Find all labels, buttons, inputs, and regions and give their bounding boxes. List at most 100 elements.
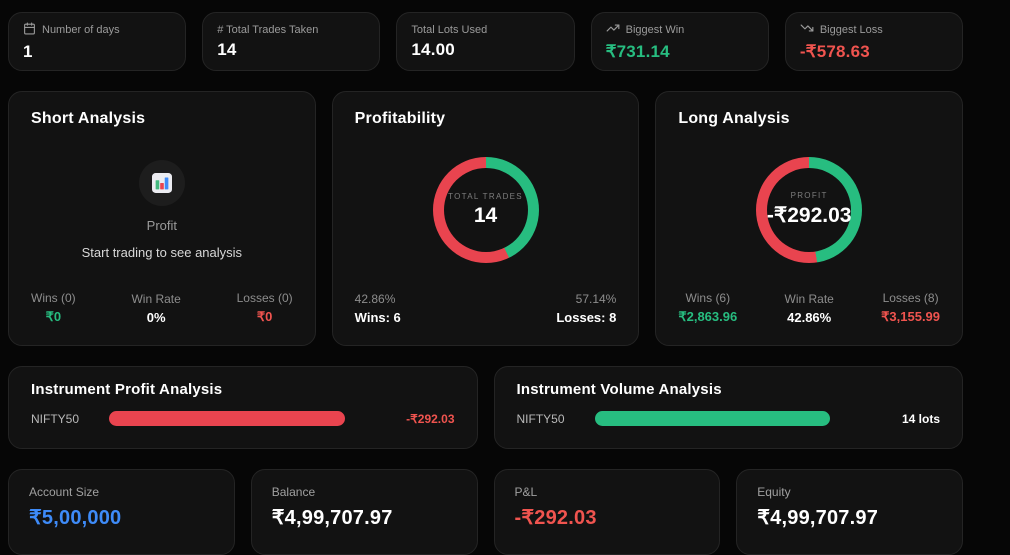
instrument-name: NIFTY50 bbox=[31, 411, 80, 426]
empty-state: Profit Start trading to see analysis bbox=[81, 159, 243, 260]
bar-chart-icon bbox=[138, 159, 185, 206]
donut-center: PROFIT -₹292.03 bbox=[766, 167, 852, 252]
instrument-name: NIFTY50 bbox=[516, 411, 565, 426]
footer-label: Losses (0) bbox=[236, 291, 293, 305]
profit-bar bbox=[109, 411, 345, 426]
instrument-value: 14 lots bbox=[901, 411, 940, 426]
footer-value: ₹0 bbox=[256, 309, 273, 324]
stat-label-row: # Total Trades Taken bbox=[217, 24, 365, 36]
account-row: Account Size ₹5,00,000 Balance ₹4,99,707… bbox=[8, 469, 963, 555]
donut-center-value: -₹292.03 bbox=[766, 204, 852, 227]
footer-col-losses: Losses (0) ₹0 bbox=[237, 291, 293, 325]
account-label: Account Size bbox=[29, 485, 100, 499]
short-analysis-card: Short Analysis Profit Start trading to s… bbox=[8, 91, 316, 346]
long-analysis-footer: Wins (6) ₹2,863.96 Win Rate 42.86% Losse… bbox=[678, 291, 940, 325]
pnl-card: P&L -₹292.03 bbox=[493, 469, 721, 555]
short-analysis-body: Profit Start trading to see analysis bbox=[31, 128, 293, 291]
account-value: ₹5,00,000 bbox=[29, 507, 122, 529]
stat-label: Number of days bbox=[42, 23, 120, 36]
trending-up-icon bbox=[606, 21, 620, 38]
account-label: Equity bbox=[757, 485, 791, 499]
stat-value: -₹578.63 bbox=[799, 42, 870, 61]
footer-col-win-rate: Win Rate 0% bbox=[131, 292, 180, 325]
instrument-profit-card: Instrument Profit Analysis NIFTY50 -₹292… bbox=[8, 366, 478, 449]
donut-center-value: 14 bbox=[473, 204, 498, 227]
losses-count: Losses: 8 bbox=[556, 310, 617, 325]
account-size-card: Account Size ₹5,00,000 bbox=[8, 469, 235, 555]
footer-value: ₹0 bbox=[45, 309, 62, 324]
footer-label: Wins (6) bbox=[685, 291, 731, 305]
balance-card: Balance ₹4,99,707.97 bbox=[250, 469, 478, 555]
footer-label: Win Rate bbox=[131, 292, 181, 306]
account-label: Balance bbox=[271, 485, 316, 499]
account-value: ₹4,99,707.97 bbox=[757, 507, 879, 529]
stat-label: Total Lots Used bbox=[411, 23, 488, 36]
stat-label: # Total Trades Taken bbox=[217, 23, 319, 36]
stats-row: Number of days 1 # Total Trades Taken 14… bbox=[8, 12, 964, 71]
instrument-bar-row: NIFTY50 14 lots bbox=[516, 411, 940, 426]
card-title: Instrument Volume Analysis bbox=[516, 381, 722, 398]
stat-label-row: Biggest Loss bbox=[800, 21, 948, 38]
card-title: Long Analysis bbox=[678, 110, 790, 127]
card-title: Instrument Profit Analysis bbox=[31, 381, 223, 398]
wins-count: Wins: 6 bbox=[354, 310, 401, 325]
profitability-footer: 42.86% Wins: 6 57.14% Losses: 8 bbox=[355, 292, 617, 325]
instrument-volume-card: Instrument Volume Analysis NIFTY50 14 lo… bbox=[493, 366, 963, 449]
stat-label: Biggest Loss bbox=[819, 23, 883, 36]
stat-value: 14.00 bbox=[411, 39, 455, 59]
donut-center-label: PROFIT bbox=[790, 191, 828, 200]
profitability-donut-chart: TOTAL TRADES 14 bbox=[432, 157, 539, 263]
empty-message: Start trading to see analysis bbox=[81, 244, 243, 260]
footer-value: ₹3,155.99 bbox=[881, 309, 941, 324]
footer-col-wins: Wins (0) ₹0 bbox=[31, 291, 76, 325]
donut-center-label: TOTAL TRADES bbox=[448, 192, 523, 201]
dashboard: Number of days 1 # Total Trades Taken 14… bbox=[8, 12, 964, 555]
footer-col-win-rate: Win Rate 42.86% bbox=[785, 292, 834, 325]
footer-value: ₹2,863.96 bbox=[678, 309, 738, 324]
stat-label: Biggest Win bbox=[625, 23, 685, 36]
stat-label-row: Total Lots Used bbox=[411, 24, 559, 36]
footer-value: 0% bbox=[146, 310, 166, 325]
long-analysis-donut-chart: PROFIT -₹292.03 bbox=[756, 156, 863, 263]
stat-label-row: Number of days bbox=[23, 22, 171, 38]
stat-card-number-of-days: Number of days 1 bbox=[8, 12, 187, 71]
card-title: Short Analysis bbox=[31, 110, 146, 127]
short-analysis-footer: Wins (0) ₹0 Win Rate 0% Losses (0) ₹0 bbox=[31, 291, 293, 325]
bar-track bbox=[594, 411, 830, 426]
account-value: -₹292.03 bbox=[514, 507, 597, 529]
profitability-body: TOTAL TRADES 14 bbox=[355, 128, 617, 292]
calendar-icon bbox=[23, 22, 36, 38]
volume-bar bbox=[594, 411, 830, 426]
equity-card: Equity ₹4,99,707.97 bbox=[736, 469, 963, 555]
stat-value: 14 bbox=[217, 39, 237, 59]
instrument-value: -₹292.03 bbox=[406, 411, 455, 426]
stat-card-biggest-win: Biggest Win ₹731.14 bbox=[590, 12, 769, 71]
stat-value: ₹731.14 bbox=[605, 42, 670, 61]
profitability-card: Profitability TOTAL TRADES 14 42.86% Win… bbox=[331, 91, 640, 346]
bar-track bbox=[109, 411, 345, 426]
empty-label: Profit bbox=[146, 217, 177, 233]
stat-card-total-trades: # Total Trades Taken 14 bbox=[202, 12, 381, 71]
stat-label-row: Biggest Win bbox=[606, 21, 754, 38]
stat-card-total-lots: Total Lots Used 14.00 bbox=[396, 12, 575, 71]
footer-col-wins: Wins (6) ₹2,863.96 bbox=[678, 291, 737, 325]
footer-label: Wins (0) bbox=[31, 291, 76, 305]
analysis-row: Short Analysis Profit Start trading to s… bbox=[8, 91, 964, 346]
donut-center: TOTAL TRADES 14 bbox=[443, 168, 528, 252]
footer-col-wins: 42.86% Wins: 6 bbox=[355, 292, 401, 325]
trending-down-icon bbox=[800, 21, 814, 38]
footer-col-losses: 57.14% Losses: 8 bbox=[556, 292, 616, 325]
account-value: ₹4,99,707.97 bbox=[271, 507, 393, 529]
long-analysis-card: Long Analysis PROFIT -₹292.03 Wins (6) ₹… bbox=[655, 91, 964, 346]
instrument-row: Instrument Profit Analysis NIFTY50 -₹292… bbox=[8, 366, 963, 449]
wins-percent: 42.86% bbox=[354, 292, 396, 306]
footer-value: 42.86% bbox=[787, 310, 832, 325]
stat-value: 1 bbox=[23, 41, 33, 61]
stat-card-biggest-loss: Biggest Loss -₹578.63 bbox=[784, 12, 964, 71]
long-analysis-body: PROFIT -₹292.03 bbox=[678, 128, 940, 291]
account-label: P&L bbox=[514, 485, 538, 499]
instrument-bar-row: NIFTY50 -₹292.03 bbox=[31, 411, 455, 426]
footer-col-losses: Losses (8) ₹3,155.99 bbox=[881, 291, 940, 325]
card-title: Profitability bbox=[354, 110, 446, 127]
footer-label: Losses (8) bbox=[882, 291, 939, 305]
